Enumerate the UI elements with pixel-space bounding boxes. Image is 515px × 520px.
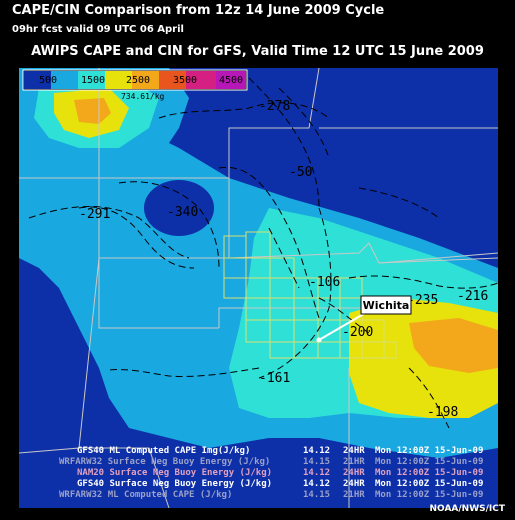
legend-swatch xyxy=(105,71,132,89)
cape-fill-3000 xyxy=(409,318,498,373)
legend-swatch xyxy=(132,71,159,89)
legend-swatch xyxy=(24,71,51,89)
product-row: WRFARW32 ML Computed CAPE (J/kg) 14.15 2… xyxy=(59,490,483,500)
color-legend: 500 1500 2500 3500 4500 734.61/kg xyxy=(22,69,248,101)
product-period: 21HR xyxy=(343,457,365,467)
contour-label: -200 xyxy=(342,325,373,340)
contour-label: -50 xyxy=(289,165,312,180)
product-name: WRFARW32 ML Computed CAPE (J/kg) xyxy=(59,490,232,500)
legend-units: 734.61/kg xyxy=(121,92,165,101)
legend-swatch xyxy=(78,71,105,89)
product-value: 14.15 xyxy=(303,490,330,500)
contour-label: -216 xyxy=(457,289,488,304)
contour-label: -291 xyxy=(79,207,110,222)
product-name: WRFARW32 Surface Neg Buoy Energy (J/kg) xyxy=(59,457,270,467)
contour-label: -106 xyxy=(309,275,340,290)
page-title: CAPE/CIN Comparison from 12z 14 June 200… xyxy=(12,3,385,18)
contour-label: -161 xyxy=(259,371,290,386)
product-valid: Mon 12:00Z 15-Jun-09 xyxy=(375,446,483,456)
product-valid: Mon 12:00Z 15-Jun-09 xyxy=(375,490,483,500)
contour-label: -340 xyxy=(167,205,198,220)
legend-swatch xyxy=(186,71,216,89)
product-period: 24HR xyxy=(343,468,365,478)
contour-label: -198 xyxy=(427,405,458,420)
cin-contours xyxy=(28,77,498,429)
legend-label: 2500 xyxy=(126,75,150,86)
product-name: GFS40 ML Computed CAPE Img(J/kg) xyxy=(77,446,250,456)
legend-label: 4500 xyxy=(219,75,243,86)
legend-label: 3500 xyxy=(173,75,197,86)
product-valid: Mon 12:00Z 15-Jun-09 xyxy=(375,479,483,489)
product-value: 14.12 xyxy=(303,468,330,478)
product-period: 21HR xyxy=(343,490,365,500)
wichita-label: Wichita xyxy=(363,299,410,312)
wichita-marker xyxy=(316,337,322,343)
product-name: NAM20 Surface Neg Buoy Energy (J/kg) xyxy=(77,468,272,478)
contour-label: -235 xyxy=(407,293,438,308)
product-period: 24HR xyxy=(343,446,365,456)
wichita-pointer xyxy=(318,311,368,341)
credit-label: NOAA/NWS/ICT xyxy=(429,504,505,514)
legend-swatch xyxy=(216,71,246,89)
legend-swatch xyxy=(51,71,78,89)
legend-swatch xyxy=(159,71,186,89)
product-valid: Mon 12:00Z 15-Jun-09 xyxy=(375,457,483,467)
product-row: WRFARW32 Surface Neg Buoy Energy (J/kg) … xyxy=(59,457,483,467)
legend-label: 500 xyxy=(39,75,57,86)
cape-cin-map: -278 -50 -291 -340 -106 -235 -216 -200 -… xyxy=(19,68,498,508)
contour-labels: -278 -50 -291 -340 -106 -235 -216 -200 -… xyxy=(79,99,488,420)
product-row: GFS40 ML Computed CAPE Img(J/kg) 14.12 2… xyxy=(77,446,483,456)
cape-fill-low-ring xyxy=(144,180,214,236)
forecast-subtitle: 09hr fcst valid 09 UTC 06 April xyxy=(12,24,184,35)
product-value: 14.12 xyxy=(303,446,330,456)
contour-label: -278 xyxy=(259,99,290,114)
product-valid: Mon 12:00Z 15-Jun-09 xyxy=(375,468,483,478)
product-value: 14.12 xyxy=(303,479,330,489)
product-row: NAM20 Surface Neg Buoy Energy (J/kg) 14.… xyxy=(77,468,483,478)
product-value: 14.15 xyxy=(303,457,330,467)
product-period: 24HR xyxy=(343,479,365,489)
legend-label: 1500 xyxy=(81,75,105,86)
product-list: GFS40 ML Computed CAPE Img(J/kg) 14.12 2… xyxy=(59,446,483,500)
wichita-label-box xyxy=(360,295,412,315)
product-name: GFS40 Surface Neg Buoy Energy (J/kg) xyxy=(77,479,272,489)
product-row: GFS40 Surface Neg Buoy Energy (J/kg) 14.… xyxy=(77,479,483,489)
cape-fill-3000-north xyxy=(74,98,111,124)
county-grid xyxy=(223,231,397,359)
map-title: AWIPS CAPE and CIN for GFS, Valid Time 1… xyxy=(31,44,484,59)
